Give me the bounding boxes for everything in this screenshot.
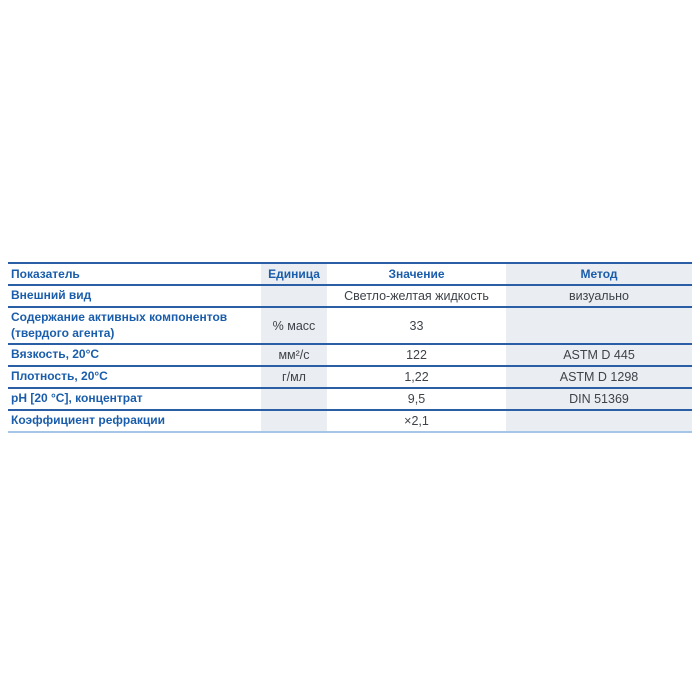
table-row-density: Плотность, 20°C г/мл 1,22 ASTM D 1298 [8, 366, 692, 390]
unit-cell [261, 285, 327, 308]
indicator-cell: Плотность, 20°C [8, 366, 261, 390]
table-row-viscosity: Вязкость, 20°C мм²/с 122 ASTM D 445 [8, 344, 692, 368]
column-header-unit: Единица [261, 263, 327, 286]
method-cell [506, 307, 692, 346]
method-cell: DIN 51369 [506, 388, 692, 412]
method-cell [506, 410, 692, 433]
table-row-active-components: Содержание активных компонентов (твердог… [8, 307, 692, 346]
value-cell: ×2,1 [404, 414, 429, 429]
unit-cell [261, 388, 327, 412]
indicator-cell: Содержание активных компонентов (твердог… [8, 307, 261, 346]
method-cell: визуально [506, 285, 692, 308]
method-cell: ASTM D 445 [506, 344, 692, 368]
table-row-refraction: Коэффициент рефракции ×2,1 [8, 410, 692, 433]
unit-cell: г/мл [261, 366, 327, 390]
unit-cell [261, 410, 327, 433]
column-header-indicator: Показатель [8, 263, 261, 286]
value-cell: Светло-желтая жидкость [327, 285, 506, 308]
indicator-cell: pH [20 °C], концентрат [8, 388, 261, 412]
table-row-appearance: Внешний вид Светло-желтая жидкость визуа… [8, 285, 692, 308]
spec-table: Показатель Единица Значение Метод Внешни… [8, 262, 692, 434]
value-cell: 9,5 [327, 388, 506, 412]
spec-table-container: Показатель Единица Значение Метод Внешни… [8, 262, 692, 434]
value-cell: 33 [327, 307, 506, 346]
indicator-cell: Коэффициент рефракции [11, 413, 166, 428]
column-header-value: Значение [327, 263, 506, 286]
column-header-method: Метод [506, 263, 692, 286]
value-cell: 122 [327, 344, 506, 368]
indicator-cell: Вязкость, 20°C [8, 344, 261, 368]
method-cell: ASTM D 1298 [506, 366, 692, 390]
value-cell: 1,22 [327, 366, 506, 390]
unit-cell: % масс [261, 307, 327, 346]
indicator-cell: Внешний вид [8, 285, 261, 308]
unit-cell: мм²/с [261, 344, 327, 368]
header-row: Показатель Единица Значение Метод [8, 263, 692, 286]
table-row-ph: pH [20 °C], концентрат 9,5 DIN 51369 [8, 388, 692, 412]
